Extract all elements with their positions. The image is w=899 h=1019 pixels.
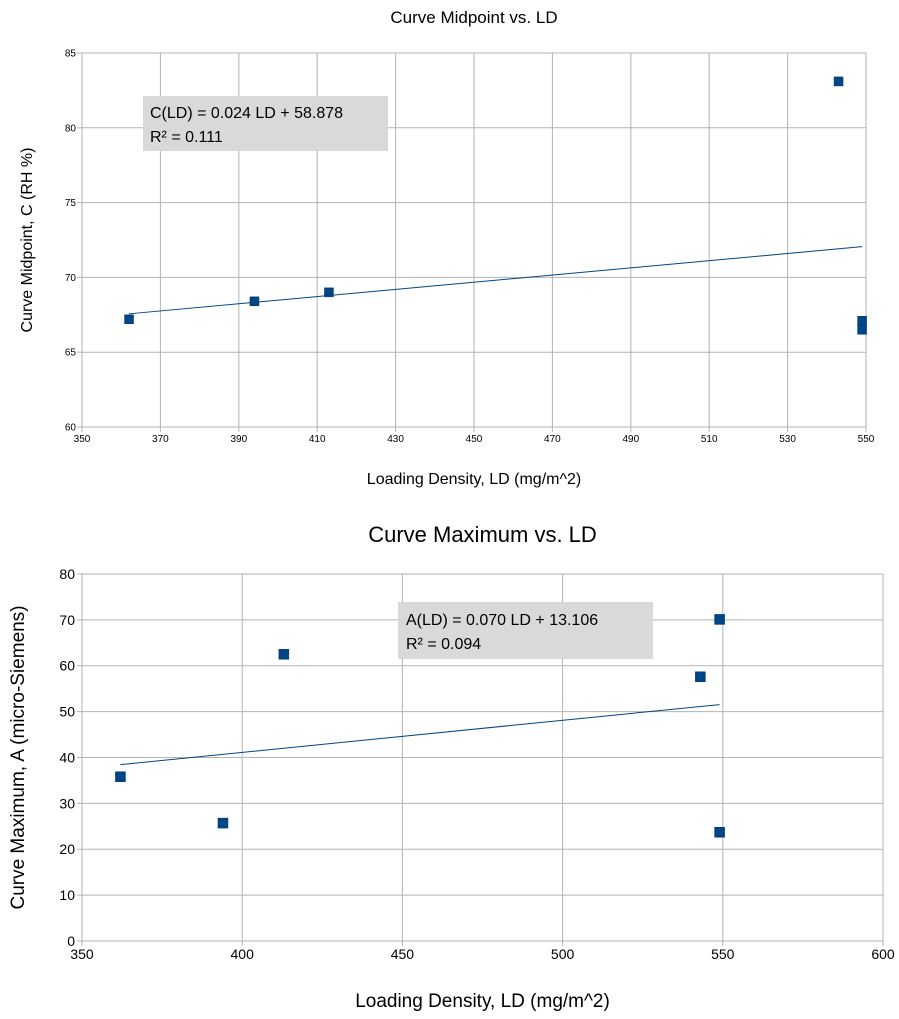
- x-tick-label: 550: [858, 434, 875, 445]
- y-tick-label: 10: [59, 887, 75, 903]
- y-tick-label: 60: [59, 658, 75, 674]
- x-tick-label: 390: [230, 434, 247, 445]
- data-point: [833, 76, 844, 87]
- x-tick-label: 550: [711, 946, 735, 962]
- equation-background: [398, 602, 653, 659]
- y-tick-label: 70: [59, 612, 75, 628]
- trendline-equation: C(LD) = 0.024 LD + 58.878: [150, 105, 343, 122]
- x-tick-label: 400: [231, 946, 255, 962]
- x-axis-label: Loading Density, LD (mg/m^2): [367, 471, 581, 488]
- x-tick-label: 530: [779, 434, 796, 445]
- data-point: [714, 827, 725, 838]
- y-axis-label: Curve Midpoint, C (RH %): [19, 148, 36, 333]
- data-point: [857, 325, 867, 335]
- x-tick-label: 430: [387, 434, 404, 445]
- data-point: [217, 817, 229, 829]
- y-tick-label: 60: [65, 423, 77, 434]
- y-tick-label: 75: [65, 198, 77, 209]
- x-tick-label: 470: [544, 434, 561, 445]
- y-tick-label: 40: [59, 749, 75, 765]
- data-points: [124, 76, 867, 335]
- data-point: [857, 316, 867, 326]
- data-point: [695, 671, 706, 683]
- equation-background: [143, 96, 388, 151]
- x-tick-label: 450: [466, 434, 483, 445]
- y-tick-label: 65: [65, 348, 77, 359]
- y-tick-label: 20: [59, 841, 75, 857]
- r-squared-label: R² = 0.094: [406, 636, 481, 653]
- data-point: [324, 287, 334, 298]
- y-tick-label: 50: [59, 704, 75, 720]
- x-tick-label: 350: [70, 946, 94, 962]
- data-point: [278, 649, 290, 660]
- data-point: [115, 771, 126, 783]
- x-tick-label: 450: [391, 946, 415, 962]
- x-tick-label: 490: [622, 434, 639, 445]
- chart-1: Curve Midpoint vs. LD 350 370 390 410 430 450 4…: [19, 8, 875, 488]
- x-tick-label: 350: [74, 434, 91, 445]
- data-points: [115, 614, 725, 838]
- x-axis-label: Loading Density, LD (mg/m^2): [355, 991, 610, 1012]
- y-tick-label: 70: [65, 273, 77, 284]
- chart-2: Curve Maximum vs. LD 350 400 450 500 550 600 0 1…: [8, 522, 895, 1012]
- data-point: [714, 614, 725, 625]
- y-tick-label: 30: [59, 795, 75, 811]
- trendline: [120, 704, 720, 766]
- y-tick-label: 0: [67, 933, 75, 949]
- x-tick-label: 510: [701, 434, 718, 445]
- y-axis-label: Curve Maximum, A (micro-Siemens): [8, 605, 29, 909]
- chart-title: Curve Maximum vs. LD: [368, 522, 597, 547]
- data-point: [124, 314, 134, 325]
- trendline-equation: A(LD) = 0.070 LD + 13.106: [406, 612, 598, 629]
- equation-box: A(LD) = 0.070 LD + 13.106 R² = 0.094: [398, 602, 653, 659]
- r-squared-label: R² = 0.111: [150, 129, 223, 146]
- equation-box: C(LD) = 0.024 LD + 58.878 R² = 0.111: [143, 96, 388, 151]
- x-tick-label: 600: [871, 946, 895, 962]
- y-tick-label: 80: [65, 123, 77, 134]
- x-tick-label: 500: [551, 946, 575, 962]
- data-point: [249, 296, 260, 307]
- y-tick-label: 85: [65, 49, 77, 60]
- x-tick-label: 410: [309, 434, 326, 445]
- y-tick-label: 80: [59, 566, 75, 582]
- chart-title: Curve Midpoint vs. LD: [390, 8, 557, 27]
- x-tick-label: 370: [152, 434, 169, 445]
